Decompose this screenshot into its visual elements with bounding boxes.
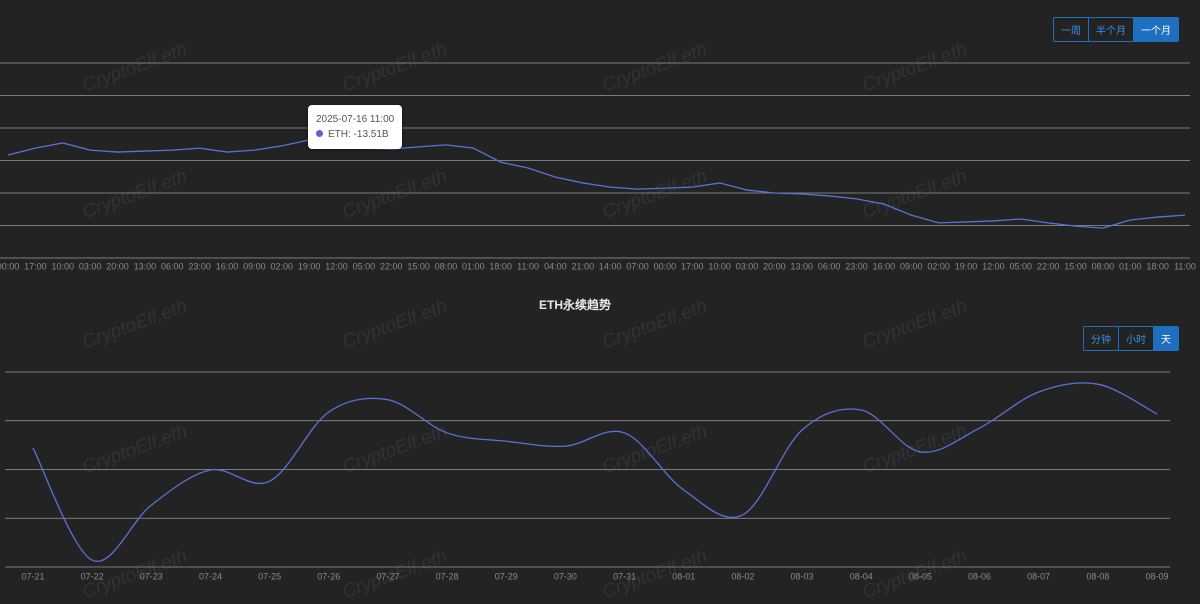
x-tick-label: 08-01 [672, 571, 695, 581]
x-tick-label: 12:00 [982, 261, 1005, 271]
x-tick-label: 08-06 [968, 571, 991, 581]
x-tick-label: 22:00 [380, 261, 403, 271]
x-tick-label: 20:00 [106, 261, 129, 271]
x-tick-label: 18:00 [1146, 261, 1169, 271]
tooltip: 2025-07-16 11:00 ETH: -13.51B [308, 105, 403, 149]
watermark: CryptoElf.eth [860, 296, 970, 353]
tooltip-text: ETH: -13.51B [328, 129, 389, 140]
x-tick-label: 08-02 [731, 571, 754, 581]
x-tick-label: 19:00 [955, 261, 978, 271]
x-tick-label: 13:00 [134, 261, 157, 271]
x-tick-label: 07-27 [376, 571, 399, 581]
watermark: CryptoElf.eth [600, 39, 710, 96]
x-tick-label: 07-25 [258, 571, 281, 581]
x-tick-label: 20:00 [763, 261, 786, 271]
watermark: CryptoElf.eth [80, 296, 190, 353]
watermark: CryptoElf.eth [860, 39, 970, 96]
x-tick-label: 08:00 [1092, 261, 1115, 271]
x-tick-label: 08-03 [791, 571, 814, 581]
x-tick-label: 18:00 [489, 261, 512, 271]
line-series [7, 139, 1186, 229]
x-tick-label: 05:00 [1010, 261, 1033, 271]
x-tick-label: 03:00 [736, 261, 759, 271]
x-tick-label: 06:00 [161, 261, 184, 271]
x-tick-label: 08-09 [1145, 571, 1168, 581]
range-button[interactable]: 一周 [1061, 26, 1081, 37]
x-tick-label: 10:00 [708, 261, 731, 271]
x-tick-label: 16:00 [873, 261, 896, 271]
watermark: CryptoElf.eth [80, 166, 190, 223]
x-tick-label: 21:00 [572, 261, 595, 271]
tooltip-title: 2025-07-16 11:00 [316, 114, 395, 125]
watermark: CryptoElf.eth [340, 166, 450, 223]
range-button[interactable]: 小时 [1118, 327, 1153, 350]
x-tick-label: 23:00 [188, 261, 211, 271]
x-tick-label: 17:00 [24, 261, 47, 271]
x-tick-label: 19:00 [298, 261, 321, 271]
x-tick-label: 14:00 [599, 261, 622, 271]
x-tick-label: 08-04 [850, 571, 873, 581]
tooltip-row: ETH: -13.51B [316, 127, 394, 142]
x-tick-label: 00:00 [0, 261, 19, 271]
x-tick-label: 12:00 [325, 261, 348, 271]
x-tick-label: 08-07 [1027, 571, 1050, 581]
x-tick-label: 07-21 [21, 571, 44, 581]
x-tick-label: 08-08 [1086, 571, 1109, 581]
line-series [32, 382, 1158, 563]
x-tick-label: 07-23 [140, 571, 163, 581]
x-tick-label: 06:00 [818, 261, 841, 271]
x-tick-label: 07-26 [317, 571, 340, 581]
watermark: CryptoElf.eth [860, 166, 970, 223]
x-tick-label: 09:00 [243, 261, 266, 271]
x-tick-label: 05:00 [353, 261, 376, 271]
x-tick-label: 03:00 [79, 261, 102, 271]
watermark: CryptoElf.eth [340, 39, 450, 96]
x-tick-label: 07-22 [81, 571, 104, 581]
range-button[interactable]: 半个月 [1088, 18, 1133, 41]
x-tick-label: 11:00 [1174, 261, 1196, 271]
x-tick-label: 10:00 [51, 261, 74, 271]
range-buttons: 一周 半个月 一个月 [1053, 17, 1179, 42]
x-tick-label: 02:00 [270, 261, 293, 271]
x-tick-label: 00:00 [654, 261, 677, 271]
x-tick-label: 15:00 [1064, 261, 1087, 271]
x-tick-label: 23:00 [845, 261, 868, 271]
x-tick-label: 11:00 [517, 261, 539, 271]
x-tick-label: 01:00 [1119, 261, 1142, 271]
x-tick-label: 13:00 [791, 261, 814, 271]
watermark: CryptoElf.eth [600, 296, 710, 353]
x-tick-label: 15:00 [407, 261, 430, 271]
chart-title: ETH永续趋势 [539, 297, 611, 312]
x-tick-label: 07-28 [436, 571, 459, 581]
x-tick-label: 07:00 [626, 261, 649, 271]
tooltip-dot [316, 130, 323, 137]
x-tick-label: 07-29 [495, 571, 518, 581]
x-tick-label: 22:00 [1037, 261, 1060, 271]
watermark: CryptoElf.eth [600, 166, 710, 223]
x-tick-label: 02:00 [927, 261, 950, 271]
x-tick-label: 09:00 [900, 261, 923, 271]
x-tick-label: 07-24 [199, 571, 222, 581]
range-button[interactable]: 分钟 [1091, 335, 1111, 346]
range-button[interactable]: 天 [1153, 327, 1178, 350]
range-buttons: 分钟 小时天 [1083, 326, 1179, 351]
x-tick-label: 07-30 [554, 571, 577, 581]
x-tick-label: 08-05 [909, 571, 932, 581]
x-tick-label: 16:00 [216, 261, 239, 271]
x-tick-label: 01:00 [462, 261, 485, 271]
range-button[interactable]: 一个月 [1133, 18, 1178, 41]
watermark: CryptoElf.eth [80, 39, 190, 96]
x-tick-label: 04:00 [544, 261, 567, 271]
watermark: CryptoElf.eth [340, 296, 450, 353]
x-tick-label: 17:00 [681, 261, 704, 271]
x-tick-label: 07-31 [613, 571, 636, 581]
x-tick-label: 08:00 [435, 261, 458, 271]
